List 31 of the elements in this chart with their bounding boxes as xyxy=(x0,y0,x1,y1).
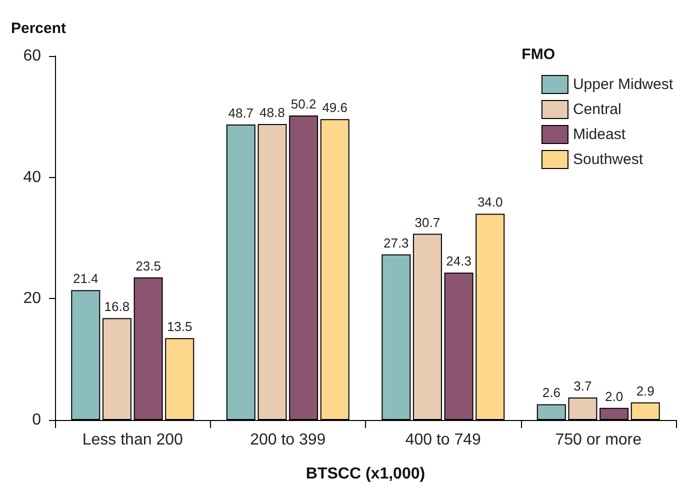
x-tick-label: 400 to 749 xyxy=(405,432,482,448)
y-tick-label: 0 xyxy=(32,412,42,428)
y-tick-label: 60 xyxy=(23,48,42,64)
data-label: 23.5 xyxy=(136,258,161,274)
x-tick-label: 200 to 399 xyxy=(250,432,326,448)
y-tick-label: 40 xyxy=(23,168,42,186)
x-tick-label: 750 or more xyxy=(555,432,642,448)
y-tick-label: 20 xyxy=(23,290,42,308)
data-label: 49.6 xyxy=(322,100,348,116)
data-label: 21.4 xyxy=(72,271,98,286)
data-label: 3.7 xyxy=(574,378,592,394)
data-label: 34.0 xyxy=(477,194,503,210)
data-label: 2.9 xyxy=(636,383,654,398)
data-label: 48.7 xyxy=(228,106,254,121)
legend-label: Central xyxy=(572,101,622,118)
data-label: 2.0 xyxy=(604,388,624,404)
legend-title: FMO xyxy=(522,46,556,63)
data-label: 16.8 xyxy=(104,299,130,314)
data-label: 2.6 xyxy=(542,385,560,400)
data-label: 30.7 xyxy=(414,214,440,230)
data-label: 27.3 xyxy=(383,235,409,250)
data-label: 50.2 xyxy=(290,96,316,112)
data-label: 24.3 xyxy=(446,254,472,269)
x-axis-title: BTSCC (x1,000) xyxy=(306,466,426,482)
legend-label: Southwest xyxy=(572,151,644,168)
data-label: 13.5 xyxy=(166,319,192,334)
legend-label: Mideast xyxy=(572,126,626,143)
data-label: 48.8 xyxy=(260,104,285,120)
legend-label: Upper Midwest xyxy=(572,76,674,93)
x-tick-label: Less than 200 xyxy=(82,432,183,448)
y-axis-title: Percent xyxy=(11,20,66,37)
